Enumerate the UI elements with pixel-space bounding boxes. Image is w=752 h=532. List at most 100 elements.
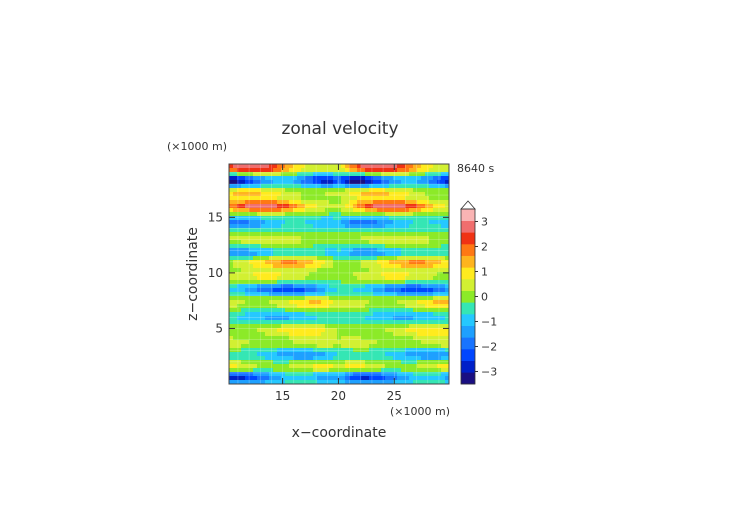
field-cell — [361, 256, 366, 261]
field-cell — [301, 284, 306, 289]
field-cell — [317, 280, 322, 285]
field-cell — [409, 268, 414, 273]
field-cell — [277, 256, 282, 261]
field-cell — [389, 328, 394, 333]
field-cell — [445, 324, 450, 329]
field-cell — [281, 296, 286, 301]
field-cell — [397, 196, 402, 201]
field-cell — [325, 256, 330, 261]
field-cell — [333, 244, 338, 249]
field-cell — [417, 340, 422, 345]
field-cell — [293, 220, 298, 225]
field-cell — [429, 224, 434, 229]
field-cell — [305, 308, 310, 313]
field-cell — [321, 172, 326, 177]
field-cell — [289, 308, 294, 313]
x-axis-label: x−coordinate — [292, 425, 387, 441]
field-cell — [269, 316, 274, 321]
field-cell — [405, 208, 410, 213]
field-cell — [349, 184, 354, 189]
field-cell — [337, 360, 342, 365]
field-cell — [381, 296, 386, 301]
field-cell — [333, 312, 338, 317]
field-cell — [309, 360, 314, 365]
field-cell — [249, 288, 254, 293]
field-cell — [441, 256, 446, 261]
field-cell — [257, 304, 262, 309]
field-cell — [389, 184, 394, 189]
field-cell — [249, 312, 254, 317]
field-cell — [289, 200, 294, 205]
field-cell — [325, 280, 330, 285]
field-cell — [313, 296, 318, 301]
field-cell — [293, 224, 298, 229]
field-cell — [329, 376, 334, 381]
field-cell — [265, 164, 270, 169]
field-cell — [433, 328, 438, 333]
field-cell — [401, 284, 406, 289]
field-cell — [377, 372, 382, 377]
field-cell — [365, 208, 370, 213]
field-cell — [381, 220, 386, 225]
field-cell — [253, 380, 258, 385]
field-cell — [445, 168, 450, 173]
field-cell — [301, 280, 306, 285]
field-cell — [433, 228, 438, 233]
field-cell — [341, 176, 346, 181]
field-cell — [429, 344, 434, 349]
field-cell — [377, 304, 382, 309]
field-cell — [237, 224, 242, 229]
field-cell — [341, 208, 346, 213]
field-cell — [437, 328, 442, 333]
field-cell — [301, 232, 306, 237]
field-cell — [365, 316, 370, 321]
field-cell — [249, 164, 254, 169]
field-cell — [425, 200, 430, 205]
field-cell — [257, 356, 262, 361]
field-cell — [245, 176, 250, 181]
field-cell — [317, 272, 322, 277]
field-cell — [285, 172, 290, 177]
field-cell — [381, 212, 386, 217]
field-cell — [257, 372, 262, 377]
field-cell — [233, 312, 238, 317]
field-cell — [317, 192, 322, 197]
field-cell — [429, 312, 434, 317]
field-cell — [421, 368, 426, 373]
field-cell — [273, 224, 278, 229]
field-cell — [385, 336, 390, 341]
field-cell — [337, 324, 342, 329]
field-cell — [409, 336, 414, 341]
field-cell — [309, 204, 314, 209]
field-cell — [289, 316, 294, 321]
field-cell — [277, 260, 282, 265]
field-cell — [277, 240, 282, 245]
field-cell — [361, 264, 366, 269]
field-cell — [249, 244, 254, 249]
field-cell — [341, 264, 346, 269]
field-cell — [289, 352, 294, 357]
field-cell — [437, 228, 442, 233]
field-cell — [341, 372, 346, 377]
field-cell — [285, 324, 290, 329]
field-cell — [401, 236, 406, 241]
field-cell — [249, 292, 254, 297]
field-cell — [345, 292, 350, 297]
field-cell — [277, 180, 282, 185]
field-cell — [441, 240, 446, 245]
field-cell — [285, 240, 290, 245]
field-cell — [265, 348, 270, 353]
field-cell — [345, 164, 350, 169]
field-cell — [249, 320, 254, 325]
field-cell — [445, 296, 450, 301]
field-cell — [277, 360, 282, 365]
colorbar-tick-label: 1 — [481, 266, 488, 279]
field-cell — [425, 380, 430, 385]
field-cell — [377, 316, 382, 321]
field-cell — [329, 272, 334, 277]
field-cell — [401, 348, 406, 353]
field-cell — [329, 264, 334, 269]
field-cell — [249, 324, 254, 329]
field-cell — [297, 200, 302, 205]
field-cell — [357, 308, 362, 313]
